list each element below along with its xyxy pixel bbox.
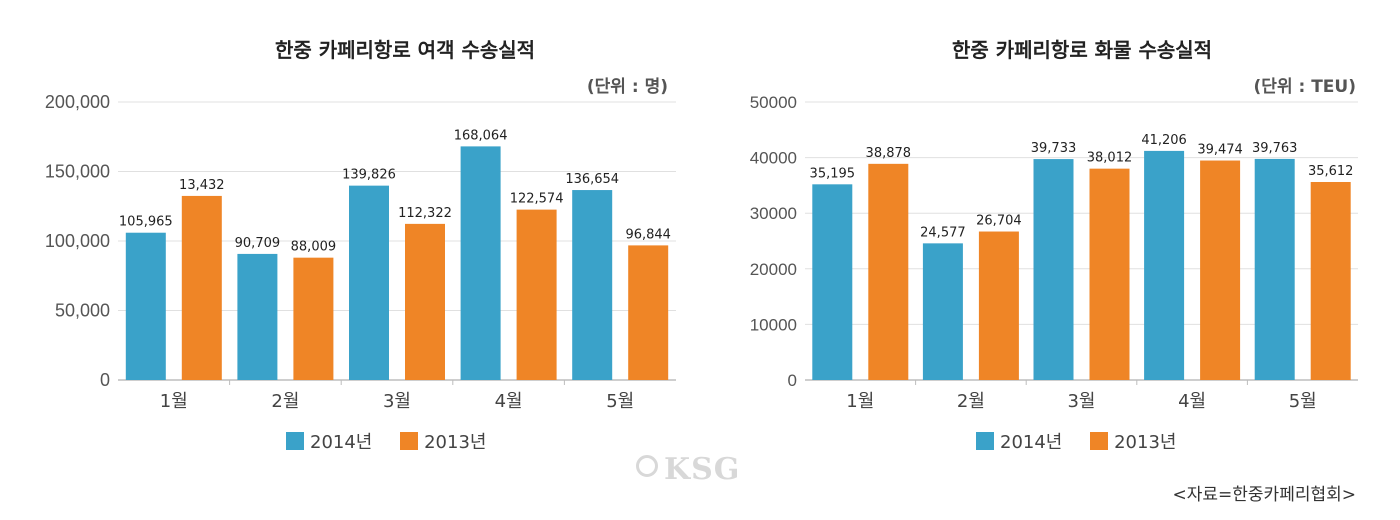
legend-passengers: 2014년 2013년	[286, 428, 486, 454]
legend-label-2013: 2013년	[1114, 432, 1177, 453]
cargo-data-label: 39,474	[1197, 143, 1243, 158]
passenger-data-label: 88,009	[291, 240, 337, 255]
passenger-bar-2014	[237, 253, 278, 380]
passenger-bar-2013	[181, 195, 222, 380]
legend-swatch-2013	[400, 432, 419, 450]
legend-label-2013: 2013년	[424, 432, 487, 453]
cargo-data-label: 39,763	[1252, 141, 1298, 156]
cargo-bar-2014	[812, 184, 853, 380]
passenger-y-tick-label: 50,000	[55, 301, 110, 321]
cargo-bar-2013	[1310, 181, 1351, 380]
passenger-y-tick-label: 200,000	[45, 92, 110, 112]
passenger-data-label: 13,432	[179, 178, 225, 193]
legend-swatch-2014	[286, 432, 304, 450]
passenger-x-tick-label: 5월	[606, 391, 634, 412]
passenger-bar-2014	[349, 185, 389, 380]
passenger-x-tick-label: 3월	[383, 391, 411, 412]
source-note: <자료=한중카페리협회>	[1172, 485, 1357, 505]
cargo-bar-2014	[922, 243, 963, 380]
passenger-bar-2013	[293, 257, 334, 380]
passenger-data-label: 96,844	[625, 227, 671, 242]
passenger-data-label: 122,574	[510, 192, 564, 207]
cargo-bar-2014	[1254, 158, 1295, 380]
cargo-x-tick-label: 4월	[1178, 391, 1206, 412]
passenger-x-tick-label: 1월	[160, 391, 188, 412]
cargo-y-tick-label: 20000	[750, 260, 797, 279]
cargo-data-label: 38,878	[866, 146, 912, 161]
cargo-y-tick-label: 50000	[750, 93, 797, 112]
passenger-data-label: 105,965	[119, 215, 173, 230]
passenger-data-label: 139,826	[342, 168, 396, 183]
passenger-x-tick-label: 2월	[271, 391, 299, 412]
passenger-y-tick-label: 100,000	[45, 231, 110, 251]
passenger-bar-2014	[125, 232, 166, 380]
cargo-bar-2013	[868, 163, 909, 380]
cargo-bar-2013	[1089, 168, 1130, 380]
chart-title-passengers: 한중 카페리항로 여객 수송실적	[274, 38, 536, 62]
passenger-data-label: 136,654	[565, 172, 619, 187]
cargo-data-label: 26,704	[976, 214, 1022, 229]
passenger-bar-2013	[405, 223, 445, 380]
cargo-y-tick-label: 30000	[750, 204, 797, 223]
cargo-x-tick-label: 1월	[846, 391, 874, 412]
passenger-data-label: 112,322	[398, 206, 452, 221]
legend-swatch-2013	[1090, 432, 1109, 450]
passenger-y-tick-label: 150,000	[45, 162, 110, 182]
watermark-text: KSG	[664, 452, 741, 487]
cargo-bar-2014	[1144, 150, 1185, 380]
cargo-data-label: 39,733	[1031, 141, 1077, 156]
cargo-data-label: 24,577	[920, 225, 966, 240]
cargo-bar-2014	[1033, 159, 1074, 380]
cargo-bar-2013	[978, 231, 1019, 380]
legend-item-2014: 2014년	[286, 432, 378, 453]
cargo-x-tick-label: 5월	[1289, 391, 1317, 412]
watermark-logo: KSG	[636, 452, 740, 487]
unit-label-passengers: (단위 : 명)	[586, 77, 668, 97]
cargo-y-tick-label: 0	[788, 371, 797, 390]
cargo-data-label: 35,612	[1308, 164, 1354, 179]
seal-icon	[636, 455, 658, 477]
legend-label-2014: 2014년	[1000, 432, 1063, 453]
legend-item-2013: 2013년	[400, 432, 486, 453]
cargo-data-label: 35,195	[810, 166, 856, 181]
cargo-data-label: 41,206	[1141, 133, 1187, 148]
legend-label-2014: 2014년	[310, 432, 373, 453]
passenger-bar-2014	[572, 190, 613, 380]
chart-title-cargo: 한중 카페리항로 화물 수송실적	[951, 38, 1213, 62]
passenger-x-tick-label: 4월	[495, 391, 523, 412]
passenger-y-tick-label: 0	[100, 370, 110, 390]
passenger-bar-2013	[628, 245, 669, 380]
passenger-data-label: 90,709	[235, 236, 281, 251]
legend-item-2014: 2014년	[976, 432, 1068, 453]
cargo-x-tick-label: 3월	[1067, 391, 1095, 412]
legend-item-2013: 2013년	[1090, 432, 1176, 453]
passenger-bar-2014	[460, 146, 501, 380]
legend-swatch-2014	[976, 432, 994, 450]
legend-cargo: 2014년 2013년	[976, 428, 1176, 454]
passenger-data-label: 168,064	[454, 128, 508, 143]
cargo-y-tick-label: 10000	[750, 315, 797, 334]
cargo-x-tick-label: 2월	[957, 391, 985, 412]
cargo-y-tick-label: 40000	[750, 149, 797, 168]
cargo-data-label: 38,012	[1087, 151, 1133, 166]
unit-label-cargo: (단위 : TEU)	[1253, 77, 1356, 97]
cargo-bar-2013	[1200, 160, 1241, 380]
passenger-bar-2013	[516, 209, 557, 380]
